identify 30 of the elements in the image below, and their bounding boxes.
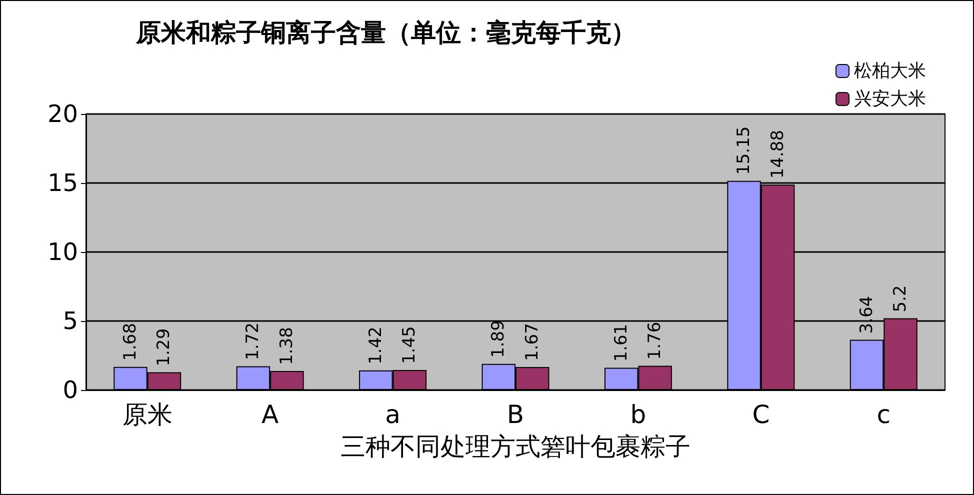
- data-label: 1.61: [611, 324, 632, 362]
- x-tick-label: B: [506, 400, 524, 429]
- data-label: 1.67: [522, 323, 542, 361]
- x-tick-label: A: [262, 400, 279, 429]
- y-tick-label: 5: [62, 307, 78, 335]
- legend-label: 松柏大米: [854, 60, 926, 82]
- y-tick-label: 20: [47, 100, 78, 128]
- data-label: 1.29: [154, 328, 174, 366]
- x-tick-label: 原米: [122, 400, 172, 429]
- data-label: 5.2: [890, 285, 911, 312]
- data-label: 14.88: [768, 130, 788, 179]
- data-label: 1.72: [243, 322, 264, 360]
- data-label: 1.45: [400, 326, 420, 364]
- data-label: 1.68: [120, 322, 140, 361]
- chart-title: 原米和粽子铜离子含量（单位：毫克每千克）: [135, 18, 636, 47]
- x-tick-label: a: [385, 400, 400, 429]
- x-axis-title: 三种不同处理方式箬叶包裹粽子: [340, 432, 690, 461]
- x-tick-label: b: [630, 400, 646, 429]
- data-label: 1.89: [488, 320, 509, 358]
- legend-label: 兴安大米: [854, 88, 926, 110]
- y-tick-label: 0: [62, 376, 78, 404]
- y-tick-label: 10: [47, 238, 78, 266]
- y-tick-label: 15: [47, 169, 78, 197]
- data-label: 1.42: [366, 326, 386, 364]
- x-tick-label: c: [876, 400, 891, 429]
- x-tick-label: C: [752, 400, 770, 429]
- data-label: 3.64: [856, 296, 877, 334]
- data-label: 15.15: [734, 126, 754, 175]
- data-label: 1.76: [645, 322, 666, 360]
- data-label: 1.38: [276, 327, 297, 365]
